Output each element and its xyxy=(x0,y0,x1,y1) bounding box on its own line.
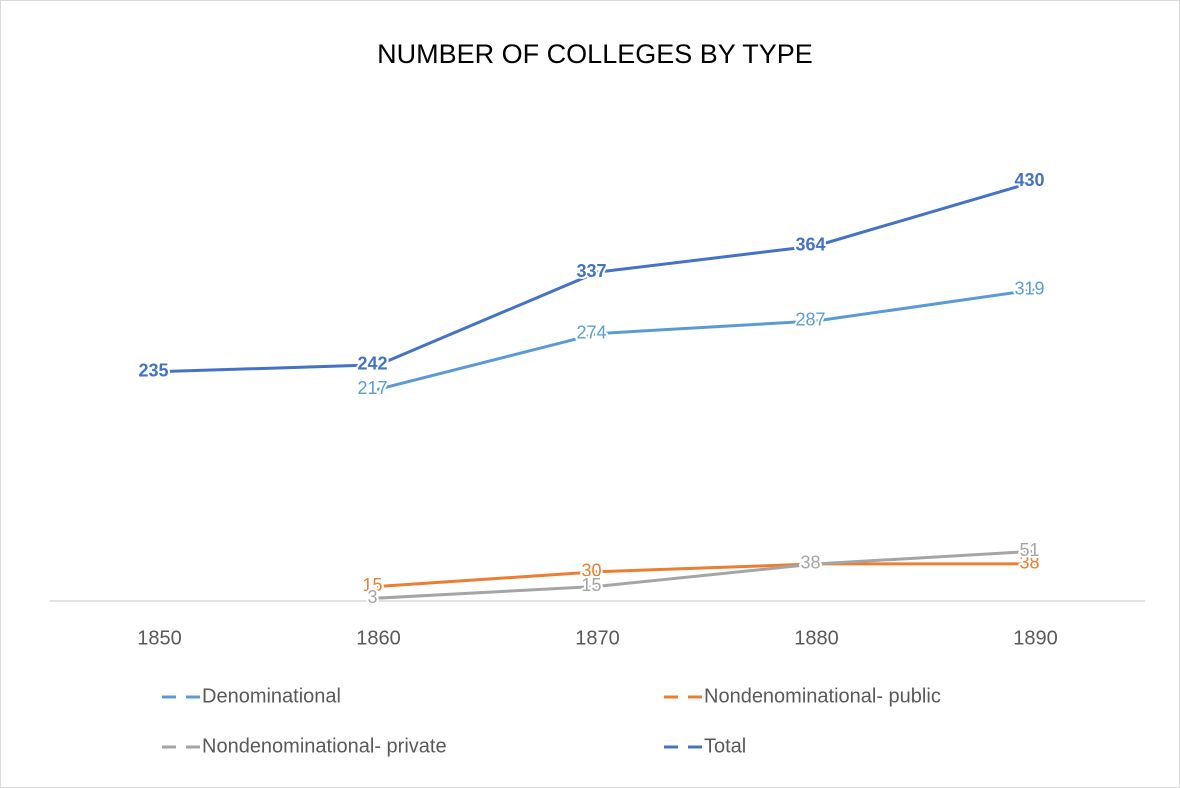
legend-label: Nondenominational- private xyxy=(202,735,447,757)
x-tick-label: 1870 xyxy=(575,627,620,649)
data-label: 15 xyxy=(362,575,382,595)
data-label: 287 xyxy=(795,310,825,330)
data-label: 15 xyxy=(581,575,601,595)
x-tick-label: 1850 xyxy=(137,627,182,649)
data-label: 364 xyxy=(795,234,825,254)
data-label: 319 xyxy=(1014,278,1044,298)
data-label: 30 xyxy=(581,560,601,580)
data-label: 235 xyxy=(138,360,168,380)
x-tick-label: 1880 xyxy=(794,627,839,649)
data-label: 217 xyxy=(357,378,387,398)
legend-label: Total xyxy=(704,735,746,757)
data-label: 38 xyxy=(800,553,820,573)
series-line xyxy=(377,562,1037,588)
legend-label: Denominational xyxy=(202,685,341,707)
data-label: 430 xyxy=(1014,170,1044,190)
series-line xyxy=(377,288,1037,391)
data-label: 337 xyxy=(576,261,606,281)
legend-label: Nondenominational- public xyxy=(704,685,941,707)
data-label: 3 xyxy=(367,587,377,607)
data-label: 242 xyxy=(357,354,387,374)
data-label: 38 xyxy=(1019,553,1039,573)
data-label: 51 xyxy=(1019,540,1039,560)
chart-title: NUMBER OF COLLEGES BY TYPE xyxy=(377,39,813,69)
x-tick-label: 1860 xyxy=(356,627,401,649)
data-label: 274 xyxy=(576,322,606,342)
series-line xyxy=(158,179,1037,374)
data-label: 38 xyxy=(800,553,820,573)
series-line xyxy=(377,549,1037,600)
x-tick-label: 1890 xyxy=(1013,627,1058,649)
